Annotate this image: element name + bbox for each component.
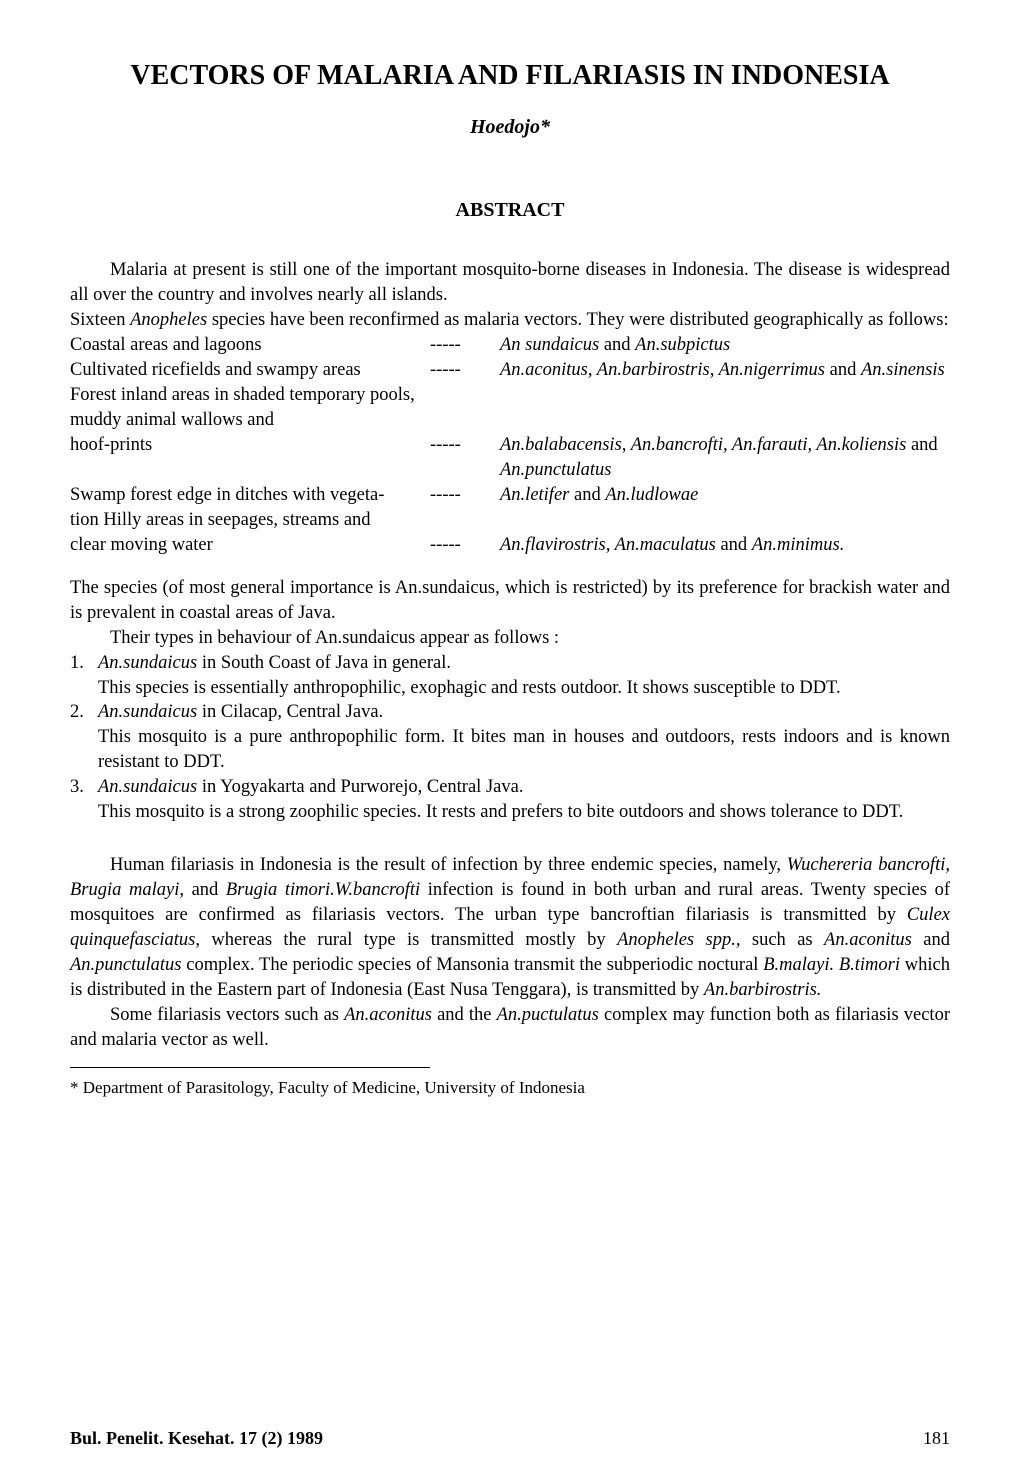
text-fragment: and: [192, 880, 226, 900]
species-name: An.puctulatus: [497, 1005, 604, 1025]
species-list: An.balabacensis, An.bancrofti, An.faraut…: [500, 433, 950, 483]
list-number: 2.: [70, 700, 98, 775]
list-body: An.sundaicus in Cilacap, Central Java. T…: [98, 700, 950, 775]
list-number: 1.: [70, 651, 98, 701]
species-name: An.aconitus: [824, 930, 923, 950]
species-name: An.minimus.: [752, 535, 845, 555]
list-number: 3.: [70, 775, 98, 825]
text-fragment: in Yogyakarta and Purworejo, Central Jav…: [202, 777, 524, 797]
list-body: An.sundaicus in Yogyakarta and Purworejo…: [98, 775, 950, 825]
list-item: 3. An.sundaicus in Yogyakarta and Purwor…: [70, 775, 950, 825]
page-number: 181: [923, 1428, 950, 1449]
habitat-label: clear moving water: [70, 533, 430, 558]
habitat-label: Swamp forest edge in ditches with vegeta…: [70, 483, 430, 508]
species-name: An sundaicus: [500, 335, 604, 355]
habitat-row: Forest inland areas in shaded temporary …: [70, 383, 950, 433]
text-fragment: such as: [752, 930, 824, 950]
species-name: An.flavirostris, An.maculatus: [500, 535, 720, 555]
species-name: An.balabacensis, An.bancrofti, An.faraut…: [500, 435, 911, 455]
species-list: [500, 383, 950, 433]
body-paragraph: Human filariasis in Indonesia is the res…: [70, 853, 950, 1003]
text-fragment: This mosquito is a pure anthropophilic f…: [98, 727, 950, 772]
text-fragment: Human filariasis in Indonesia is the res…: [110, 855, 787, 875]
habitat-label: Coastal areas and lagoons: [70, 333, 430, 358]
species-name: Anopheles: [130, 310, 207, 330]
text-fragment: and: [923, 930, 950, 950]
habitat-row: Coastal areas and lagoons ----- An sunda…: [70, 333, 950, 358]
species-name: An.sundaicus: [98, 653, 202, 673]
species-name: B.malayi. B.timori: [763, 955, 905, 975]
species-name: Brugia timori.W.bancrofti: [226, 880, 428, 900]
paper-title: VECTORS OF MALARIA AND FILARIASIS IN IND…: [70, 60, 950, 92]
separator-dashes: [430, 383, 500, 433]
text-fragment: and: [830, 360, 861, 380]
text-fragment: complex. The periodic species of Mansoni…: [186, 955, 763, 975]
species-list: An.aconitus, An.barbirostris, An.nigerri…: [500, 358, 950, 383]
habitat-label: hoof-prints: [70, 433, 430, 483]
body-paragraph: Some filariasis vectors such as An.aconi…: [70, 1003, 950, 1053]
species-name: An.aconitus, An.barbirostris, An.nigerri…: [500, 360, 830, 380]
separator-dashes: [430, 508, 500, 533]
author-name: Hoedojo*: [70, 116, 950, 139]
list-body: An.sundaicus in South Coast of Java in g…: [98, 651, 950, 701]
page-footer: Bul. Penelit. Kesehat. 17 (2) 1989 181: [70, 1428, 950, 1449]
habitat-row: hoof-prints ----- An.balabacensis, An.ba…: [70, 433, 950, 483]
separator-dashes: -----: [430, 483, 500, 508]
body-paragraph: The species (of most general importance …: [70, 576, 950, 626]
list-item: 1. An.sundaicus in South Coast of Java i…: [70, 651, 950, 701]
list-item: 2. An.sundaicus in Cilacap, Central Java…: [70, 700, 950, 775]
species-name: An.ludlowae: [605, 485, 698, 505]
text-fragment: whereas the rural type is transmitted mo…: [211, 930, 617, 950]
species-name: An.sinensis: [861, 360, 945, 380]
habitat-row: Cultivated ricefields and swampy areas -…: [70, 358, 950, 383]
habitat-label: tion Hilly areas in seepages, streams an…: [70, 508, 430, 533]
species-name: An.sundaicus: [98, 702, 202, 722]
habitat-row: tion Hilly areas in seepages, streams an…: [70, 508, 950, 533]
habitat-label: Forest inland areas in shaded temporary …: [70, 383, 430, 433]
intro-paragraph-1: Malaria at present is still one of the i…: [70, 258, 950, 308]
footnote-rule: [70, 1067, 430, 1068]
species-list: An.flavirostris, An.maculatus and An.min…: [500, 533, 950, 558]
species-name: An.punctulatus: [500, 460, 612, 480]
species-name: An.subpictus: [635, 335, 730, 355]
text-fragment: Sixteen: [70, 310, 130, 330]
species-name: An.sundaicus: [98, 777, 202, 797]
separator-dashes: -----: [430, 433, 500, 483]
text-fragment: species have been reconfirmed as malaria…: [207, 310, 948, 330]
abstract-heading: ABSTRACT: [70, 199, 950, 222]
text-fragment: in Cilacap, Central Java.: [202, 702, 383, 722]
text-fragment: and: [574, 485, 605, 505]
habitat-row: Swamp forest edge in ditches with vegeta…: [70, 483, 950, 508]
text-fragment: Some filariasis vectors such as: [110, 1005, 344, 1025]
species-list: An sundaicus and An.subpictus: [500, 333, 950, 358]
text-fragment: and: [604, 335, 635, 355]
species-list: [500, 508, 950, 533]
body-paragraph: Their types in behaviour of An.sundaicus…: [70, 626, 950, 651]
text-fragment: and: [911, 435, 938, 455]
species-name: An.barbirostris.: [704, 980, 822, 1000]
footnote-text: * Department of Parasitology, Faculty of…: [70, 1078, 950, 1098]
species-name: An.aconitus: [344, 1005, 437, 1025]
separator-dashes: -----: [430, 358, 500, 383]
text-fragment: in South Coast of Java in general.: [202, 653, 451, 673]
separator-dashes: -----: [430, 333, 500, 358]
habitat-label: Cultivated ricefields and swampy areas: [70, 358, 430, 383]
species-name: An.letifer: [500, 485, 574, 505]
separator-dashes: -----: [430, 533, 500, 558]
species-name: Anopheles spp.,: [617, 930, 752, 950]
text-fragment: This mosquito is a strong zoophilic spec…: [98, 802, 903, 822]
text-fragment: and: [720, 535, 751, 555]
intro-paragraph-2: Sixteen Anopheles species have been reco…: [70, 308, 950, 333]
habitat-row: clear moving water ----- An.flavirostris…: [70, 533, 950, 558]
journal-reference: Bul. Penelit. Kesehat. 17 (2) 1989: [70, 1428, 323, 1449]
species-name: An.punctulatus: [70, 955, 186, 975]
species-list: An.letifer and An.ludlowae: [500, 483, 950, 508]
text-fragment: This species is essentially anthropophil…: [98, 678, 841, 698]
text-fragment: and the: [437, 1005, 497, 1025]
